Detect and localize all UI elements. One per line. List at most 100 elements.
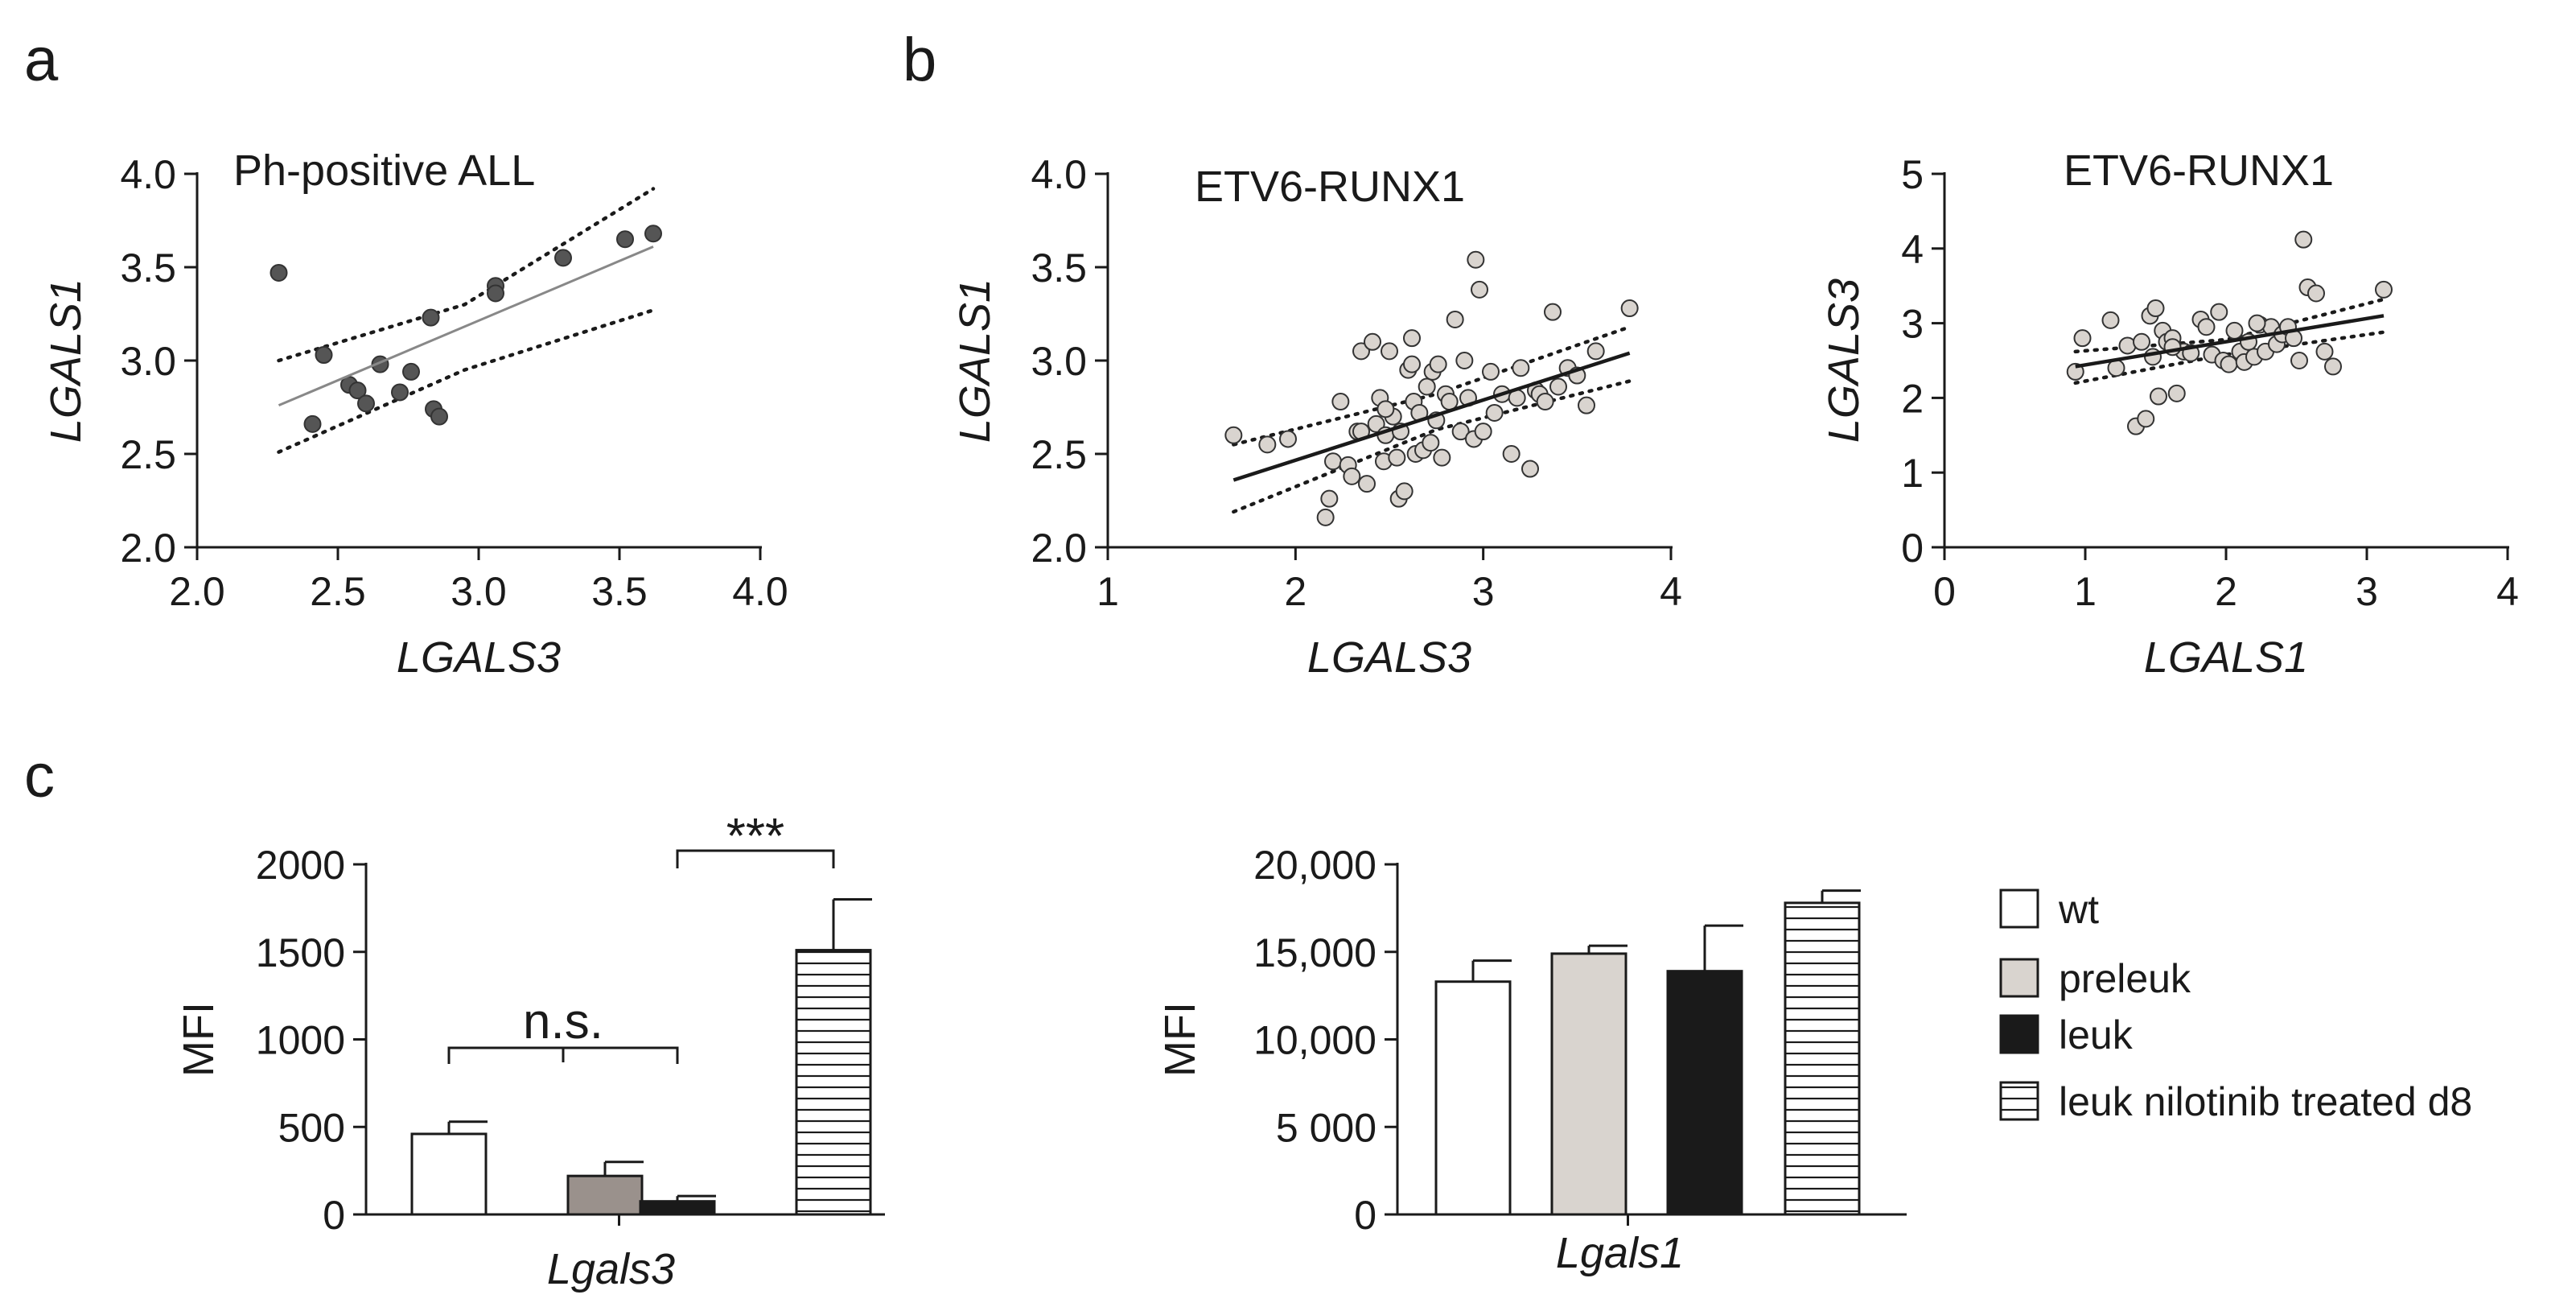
- y-tick-label: 2.5: [120, 432, 176, 477]
- y-tick-label: 0: [1354, 1193, 1376, 1238]
- data-point: [303, 414, 322, 433]
- y-axis-title: LGALS3: [1820, 278, 1868, 443]
- data-point: [1224, 426, 1243, 444]
- data-point: [1521, 460, 1539, 478]
- data-point: [1279, 430, 1297, 448]
- data-point: [2150, 387, 2167, 406]
- y-tick-label: 15,000: [1253, 930, 1376, 975]
- bar-wt: [1434, 980, 1512, 1216]
- legend-swatch: [1999, 1081, 2039, 1121]
- data-point: [402, 362, 420, 381]
- bar-legend: wt preleuk leuk leuk nilotinib treated d8: [1999, 887, 2472, 1124]
- x-tick-label: 3.5: [591, 569, 648, 614]
- y-tick-label: 2: [1901, 376, 1924, 421]
- data-point: [1418, 377, 1436, 396]
- data-point: [430, 407, 448, 426]
- data-point: [1474, 423, 1492, 441]
- data-point: [2133, 332, 2150, 351]
- data-point: [2290, 352, 2308, 369]
- data-point: [1364, 332, 1381, 351]
- ci-lower-curve: [277, 308, 656, 454]
- ci-upper-curve: [1232, 324, 1632, 447]
- y-tick-label: 4: [1901, 227, 1924, 272]
- x-tick-label: 3.0: [451, 569, 507, 614]
- significance-label: ***: [726, 809, 784, 864]
- data-point: [1429, 355, 1447, 373]
- data-point: [2220, 355, 2238, 373]
- data-point: [1620, 299, 1639, 318]
- x-tick-label: 2.0: [169, 569, 225, 614]
- legend-label: wt: [2058, 887, 2099, 932]
- data-point: [2167, 384, 2186, 402]
- bar-preleuk: [1550, 952, 1627, 1216]
- data-point: [1455, 352, 1474, 369]
- data-point: [487, 284, 504, 303]
- x-tick-label: 3: [1472, 569, 1495, 614]
- data-point: [2324, 357, 2342, 376]
- data-point: [348, 381, 367, 400]
- y-tick-label: 1500: [256, 930, 345, 975]
- scatter-plot-etv6-lgals3-vs-lgals1: 0 1 2 3 4 5 0 1 2 3 4 ETV6-RUNX1 LGALS1 LGALS3: [1820, 146, 2519, 682]
- bar-wt: [410, 1132, 488, 1216]
- data-point: [1471, 280, 1488, 299]
- data-point: [1549, 377, 1567, 396]
- data-point: [644, 225, 662, 243]
- y-axis-title: MFI: [1156, 1002, 1204, 1077]
- x-tick-label: 0: [1933, 569, 1956, 614]
- ci-lower-curve: [1232, 379, 1632, 514]
- data-point: [2225, 321, 2244, 340]
- x-tick-label: 2: [1284, 569, 1307, 614]
- legend-swatch: [1999, 889, 2039, 929]
- legend-swatch: [1999, 1014, 2039, 1054]
- data-point: [2073, 329, 2092, 348]
- x-tick-label: 4: [2496, 569, 2519, 614]
- panel-letter-c: c: [24, 742, 55, 810]
- x-tick-label: 4: [1660, 569, 1682, 614]
- ci-upper-curve: [277, 187, 656, 363]
- x-axis-title: Lgals1: [1556, 1229, 1684, 1277]
- data-point: [2375, 280, 2393, 299]
- data-point: [1544, 303, 1562, 321]
- y-tick-label: 1: [1901, 451, 1924, 496]
- data-point: [1381, 342, 1398, 361]
- x-tick-label: 1: [1097, 569, 1119, 614]
- x-tick-label: 3: [2356, 569, 2378, 614]
- data-point: [1502, 445, 1520, 463]
- data-point: [2137, 410, 2155, 428]
- y-axis-title: LGALS1: [951, 278, 999, 443]
- y-tick-label: 5: [1901, 152, 1924, 197]
- data-point: [1376, 400, 1395, 418]
- y-tick-label: 500: [278, 1105, 345, 1150]
- x-tick-label: 2: [2215, 569, 2237, 614]
- scatter-plot-etv6-lgals1-vs-lgals3: 2.0 2.5 3.0 3.5 4.0 1 2 3 4 ETV6-RUNX1 LGALS3 LGALS…: [951, 152, 1682, 682]
- bar-leuk-nilotinib-treated-d8: [1784, 901, 1861, 1216]
- y-tick-label: 1000: [256, 1018, 345, 1063]
- regression-line: [1232, 351, 1631, 482]
- x-tick-label: 1: [2074, 569, 2097, 614]
- plot-title: ETV6-RUNX1: [2064, 146, 2334, 195]
- y-tick-label: 4.0: [1031, 152, 1087, 197]
- data-point: [1324, 452, 1342, 471]
- x-axis-title: LGALS3: [397, 633, 561, 682]
- data-point: [2294, 230, 2313, 249]
- data-point: [1367, 414, 1385, 433]
- data-point: [391, 383, 409, 402]
- y-tick-label: 3: [1901, 302, 1924, 347]
- data-point: [270, 263, 288, 282]
- y-tick-label: 4.0: [120, 152, 176, 197]
- y-tick-label: 10,000: [1253, 1018, 1376, 1063]
- data-point: [1403, 329, 1421, 348]
- data-point: [1352, 342, 1370, 361]
- data-point: [1512, 359, 1530, 377]
- y-axis-title: MFI: [175, 1002, 223, 1077]
- data-point: [1388, 448, 1406, 467]
- y-tick-label: 0: [1901, 526, 1924, 571]
- legend-label: leuk nilotinib treated d8: [2059, 1079, 2472, 1124]
- data-point: [2066, 362, 2084, 381]
- y-tick-label: 3.5: [1031, 245, 1087, 291]
- data-point: [1316, 508, 1335, 526]
- data-point: [357, 394, 375, 413]
- data-point: [2307, 284, 2325, 303]
- data-point: [1446, 310, 1464, 328]
